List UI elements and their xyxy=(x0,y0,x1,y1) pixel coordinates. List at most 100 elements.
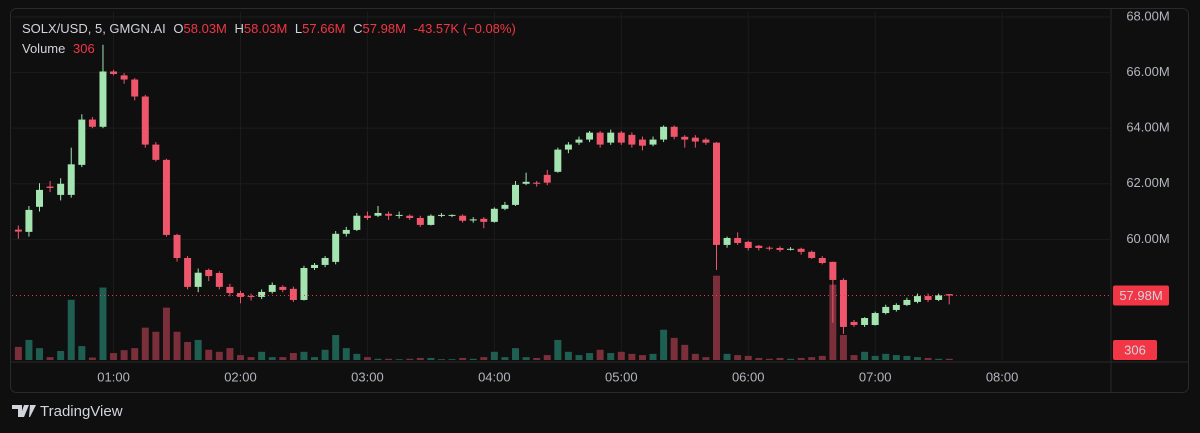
volume-bar xyxy=(25,339,33,360)
c-label: C xyxy=(353,21,362,36)
volume-label: Volume xyxy=(22,41,65,56)
candle-body xyxy=(226,286,234,294)
candle-body xyxy=(797,248,805,252)
volume-bar xyxy=(258,351,266,360)
volume-bar xyxy=(247,357,255,360)
volume-bar xyxy=(935,358,943,360)
volume-bar xyxy=(787,358,795,360)
brand-name: TradingView xyxy=(40,403,123,420)
change: -43.57K (−0.08%) xyxy=(414,21,516,36)
candle-body xyxy=(99,71,107,127)
volume-bar xyxy=(120,350,128,360)
candle-body xyxy=(236,293,244,297)
candle-body xyxy=(215,273,223,287)
x-tick-label: 05:00 xyxy=(605,369,638,384)
y-tick-label: 64.00M xyxy=(1126,120,1169,135)
candle-body xyxy=(501,204,509,209)
candle-body xyxy=(533,182,541,184)
volume-bar xyxy=(617,351,625,360)
overlay: 57.98M 306 xyxy=(12,285,1169,360)
candle-body xyxy=(332,233,340,262)
volume-bar xyxy=(892,355,900,360)
volume-bar xyxy=(437,359,445,360)
candle-body xyxy=(342,229,350,234)
candle-body xyxy=(765,247,773,249)
x-tick-label: 01:00 xyxy=(97,369,130,384)
marks xyxy=(14,44,953,360)
volume-bar xyxy=(300,351,308,360)
x-tick-label: 08:00 xyxy=(986,369,1019,384)
volume-badge-label: 306 xyxy=(1124,342,1146,357)
candle-body xyxy=(25,209,33,232)
candle-body xyxy=(554,149,562,172)
volume-bar xyxy=(332,335,340,360)
candle-body xyxy=(702,139,710,143)
candle-body xyxy=(586,132,594,140)
candle-body xyxy=(681,136,689,140)
volume-bar xyxy=(46,357,54,360)
candle-body xyxy=(184,257,192,287)
volume-bar xyxy=(173,331,181,360)
volume-bar xyxy=(903,355,911,360)
last-price-badge xyxy=(1113,285,1169,306)
candle-body xyxy=(564,144,572,150)
volume-bar xyxy=(321,349,329,360)
candle-body xyxy=(448,214,456,216)
candle-body xyxy=(596,132,604,145)
volume-bar xyxy=(480,357,488,360)
volume-bar xyxy=(744,355,752,360)
candle-body xyxy=(543,174,551,183)
volume-bar xyxy=(554,339,562,360)
y-tick-label: 62.00M xyxy=(1126,175,1169,190)
candle-body xyxy=(882,306,890,314)
candle-body xyxy=(638,139,646,146)
grid: 60.00M 62.00M 64.00M 66.00M 68.00M 01:00 02:00… xyxy=(12,8,1170,384)
volume-bar xyxy=(861,351,869,360)
candle-body xyxy=(395,214,403,216)
candle-body xyxy=(818,257,826,263)
volume-bar xyxy=(353,353,361,360)
candle-body xyxy=(437,214,445,216)
candle-body xyxy=(300,267,308,300)
x-tick-label: 06:00 xyxy=(732,369,765,384)
volume-bar xyxy=(162,307,170,360)
volume-bar xyxy=(839,335,847,360)
y-tick-label: 66.00M xyxy=(1126,64,1169,79)
candle-body xyxy=(427,215,435,225)
volume-bar xyxy=(416,357,424,360)
candle-body xyxy=(628,134,636,145)
y-tick-label: 68.00M xyxy=(1126,8,1169,23)
candle-body xyxy=(469,219,477,221)
volume-badge xyxy=(1113,340,1157,360)
candle-body xyxy=(892,304,900,310)
volume-bar xyxy=(871,355,879,360)
volume-bar xyxy=(586,353,594,360)
y-tick-label: 60.00M xyxy=(1126,231,1169,246)
volume-bar xyxy=(395,359,403,360)
volume-bar xyxy=(289,353,297,360)
volume-bar xyxy=(850,355,858,360)
volume-bar xyxy=(797,357,805,360)
volume-bar xyxy=(57,350,65,360)
candle-body xyxy=(945,294,953,296)
volume-bar xyxy=(469,358,477,360)
x-tick-label: 02:00 xyxy=(224,369,257,384)
volume-bar xyxy=(184,341,192,360)
candle-body xyxy=(194,272,202,287)
volume-bar xyxy=(152,331,160,360)
volume-bar xyxy=(512,348,520,360)
volume-value: 306 xyxy=(73,41,95,56)
candle-body xyxy=(755,245,763,248)
candle-body xyxy=(141,96,149,145)
candle-body xyxy=(67,164,75,195)
last-price-label: 57.98M xyxy=(1119,288,1162,303)
volume-bar xyxy=(99,287,107,360)
candle-body xyxy=(480,218,488,222)
volume-bar xyxy=(607,353,615,360)
volume-bar xyxy=(755,357,763,360)
candle-body xyxy=(173,234,181,258)
c-value: 57.98M xyxy=(363,21,406,36)
volume-bar xyxy=(459,357,467,360)
volume-bar xyxy=(131,348,139,360)
